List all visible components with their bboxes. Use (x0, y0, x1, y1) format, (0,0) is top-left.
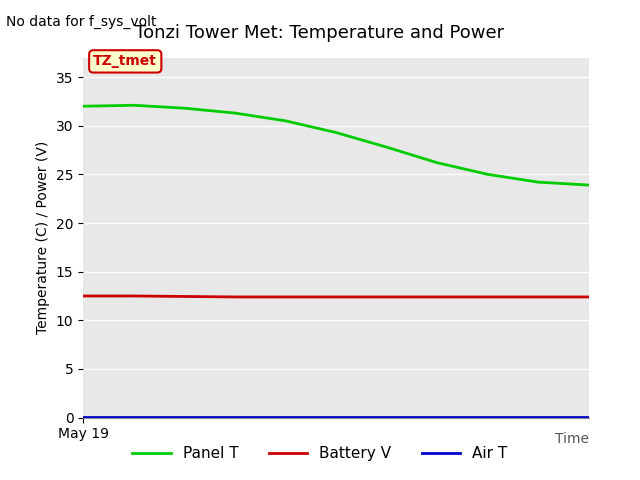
Text: Tonzi Tower Met: Temperature and Power: Tonzi Tower Met: Temperature and Power (136, 24, 504, 42)
Air T (130, 415, 138, 420)
Line: Panel T: Panel T (83, 105, 589, 185)
Battery V (231, 294, 239, 300)
Panel T (534, 179, 542, 185)
Air T (585, 415, 593, 420)
Line: Battery V: Battery V (83, 296, 589, 297)
Panel T (585, 182, 593, 188)
Battery V (79, 293, 87, 299)
Panel T (332, 130, 340, 135)
Battery V (534, 294, 542, 300)
Battery V (585, 294, 593, 300)
Air T (383, 415, 390, 420)
Air T (534, 415, 542, 420)
Panel T (383, 144, 390, 150)
Air T (433, 415, 441, 420)
Panel T (231, 110, 239, 116)
Battery V (130, 293, 138, 299)
Battery V (484, 294, 492, 300)
Panel T (484, 171, 492, 177)
Air T (79, 415, 87, 420)
Battery V (180, 294, 188, 300)
Battery V (383, 294, 390, 300)
Air T (231, 415, 239, 420)
Text: No data for f_sys_volt: No data for f_sys_volt (6, 14, 157, 28)
Panel T (282, 118, 289, 124)
Air T (332, 415, 340, 420)
Battery V (282, 294, 289, 300)
Panel T (79, 103, 87, 109)
Text: TZ_tmet: TZ_tmet (93, 54, 157, 68)
Y-axis label: Temperature (C) / Power (V): Temperature (C) / Power (V) (36, 141, 51, 334)
Text: Time: Time (555, 432, 589, 446)
Legend: Panel T, Battery V, Air T: Panel T, Battery V, Air T (126, 440, 514, 468)
Panel T (433, 160, 441, 166)
Air T (180, 415, 188, 420)
Air T (484, 415, 492, 420)
Battery V (433, 294, 441, 300)
Panel T (130, 102, 138, 108)
Panel T (180, 105, 188, 111)
Battery V (332, 294, 340, 300)
Air T (282, 415, 289, 420)
